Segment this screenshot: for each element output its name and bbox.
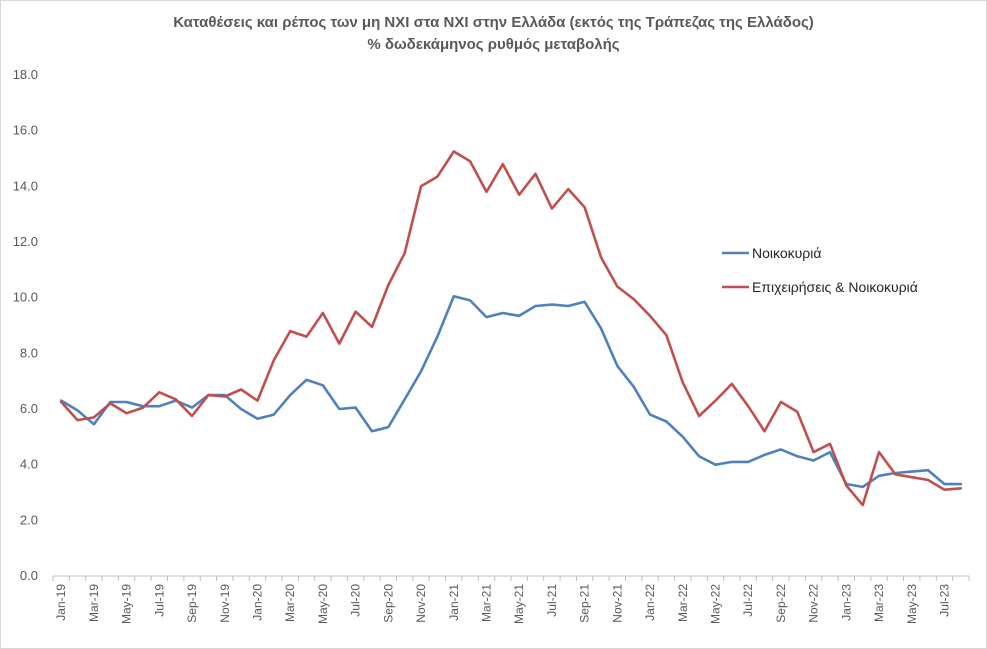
x-tick-label: Mar-23 [872, 584, 886, 622]
y-tick-label: 8.0 [20, 345, 38, 360]
x-tick-label: Sep-22 [774, 584, 788, 623]
legend-label: Νοικοκυριά [752, 245, 821, 261]
x-tick-label: May-20 [316, 584, 330, 624]
x-tick-label: Jan-19 [54, 584, 68, 621]
series-line-1 [59, 294, 963, 489]
x-tick-label: Mar-19 [87, 584, 101, 622]
legend-label: Επιχειρήσεις & Νοικοκυριά [752, 279, 918, 295]
x-tick-label: Jul-21 [545, 584, 559, 617]
y-tick-label: 4.0 [20, 457, 38, 472]
y-tick-label: 2.0 [20, 512, 38, 527]
chart-title: Καταθέσεις και ρέπος των μη ΝΧΙ στα ΝΧΙ … [173, 14, 814, 31]
y-axis-ticks: 0.0 2.0 4.0 6.0 8.0 10.0 12.0 14.0 16.0 18.0 [13, 67, 38, 583]
x-tick-label: May-22 [708, 584, 722, 624]
x-tick-label: Nov-20 [414, 584, 428, 623]
x-tick-label: Mar-20 [283, 584, 297, 622]
x-tick-label: Sep-19 [185, 584, 199, 623]
x-tick-label: Jul-20 [349, 584, 363, 617]
series-lines [59, 150, 963, 507]
x-tick-label: May-23 [905, 584, 919, 624]
x-axis-ticks: Jan-19 Mar-19 May-19 Jul-19 Sep-19 Nov-19 Jan-… [52, 576, 970, 624]
chart-subtitle: % δωδεκάμηνος ρυθμός μεταβολής [367, 36, 620, 53]
x-tick-label: Jul-22 [741, 584, 755, 617]
x-tick-label: Nov-22 [807, 584, 821, 623]
y-tick-label: 12.0 [13, 234, 38, 249]
x-tick-label: Mar-22 [676, 584, 690, 622]
x-tick-label: Jul-23 [937, 584, 951, 617]
x-tick-label: Jan-20 [250, 584, 264, 621]
series-line-2 [59, 150, 963, 507]
x-tick-label: May-19 [120, 584, 134, 624]
y-tick-label: 18.0 [13, 67, 38, 82]
x-tick-label: Jan-21 [447, 584, 461, 621]
y-tick-label: 14.0 [13, 178, 38, 193]
x-tick-label: Jan-22 [643, 584, 657, 621]
x-tick-label: Nov-21 [610, 584, 624, 623]
x-tick-label: Jul-19 [152, 584, 166, 617]
x-tick-label: Jan-23 [839, 584, 853, 621]
y-tick-label: 6.0 [20, 401, 38, 416]
y-tick-label: 0.0 [20, 568, 38, 583]
x-tick-label: May-21 [512, 584, 526, 624]
x-tick-label: Sep-20 [381, 584, 395, 623]
x-tick-label: Nov-19 [218, 584, 232, 623]
legend: Νοικοκυριά Επιχειρήσεις & Νοικοκυριά [722, 245, 918, 295]
x-tick-label: Mar-21 [479, 584, 493, 622]
y-tick-label: 10.0 [13, 290, 38, 305]
y-tick-label: 16.0 [13, 123, 38, 138]
x-tick-label: Sep-21 [578, 584, 592, 623]
